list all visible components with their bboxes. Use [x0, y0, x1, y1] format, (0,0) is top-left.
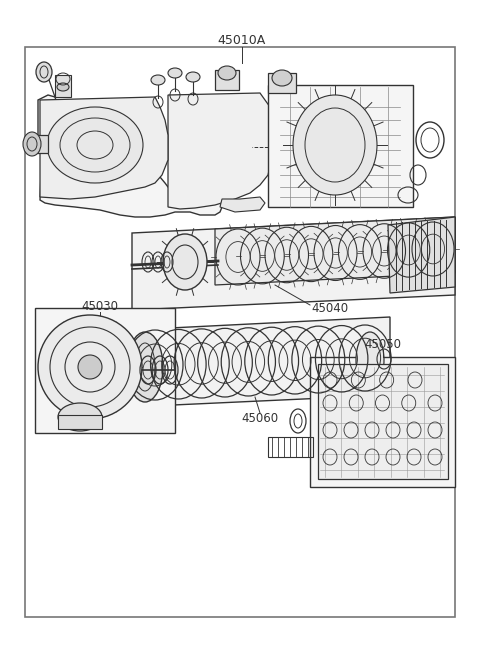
Text: 45030: 45030 — [82, 301, 119, 314]
Bar — [28, 135, 48, 153]
Ellipse shape — [38, 315, 142, 419]
Ellipse shape — [57, 83, 69, 91]
Ellipse shape — [356, 332, 384, 388]
Ellipse shape — [293, 95, 377, 195]
Text: 45040: 45040 — [312, 303, 348, 316]
Bar — [268, 437, 313, 457]
Polygon shape — [40, 97, 168, 199]
Ellipse shape — [47, 107, 143, 183]
Bar — [58, 415, 102, 429]
Text: 45010A: 45010A — [218, 33, 266, 47]
Polygon shape — [215, 217, 455, 285]
Ellipse shape — [127, 332, 163, 402]
Bar — [35, 308, 175, 433]
Polygon shape — [38, 95, 222, 217]
Bar — [25, 47, 455, 617]
Bar — [268, 85, 413, 207]
Text: 45050: 45050 — [364, 339, 401, 352]
Ellipse shape — [36, 62, 52, 82]
Ellipse shape — [272, 70, 292, 86]
Bar — [55, 75, 71, 97]
Ellipse shape — [218, 66, 236, 80]
Polygon shape — [388, 217, 455, 293]
Polygon shape — [132, 217, 455, 310]
Ellipse shape — [168, 68, 182, 78]
Bar — [310, 357, 455, 487]
Bar — [318, 364, 448, 479]
Bar — [215, 70, 239, 90]
Ellipse shape — [78, 355, 102, 379]
Ellipse shape — [23, 132, 41, 156]
Polygon shape — [130, 317, 390, 407]
Text: 45060: 45060 — [241, 413, 278, 426]
Polygon shape — [168, 93, 272, 209]
Ellipse shape — [58, 403, 102, 431]
Ellipse shape — [163, 234, 207, 290]
Bar — [268, 73, 296, 93]
Ellipse shape — [151, 75, 165, 85]
Ellipse shape — [186, 72, 200, 82]
Polygon shape — [220, 197, 265, 212]
